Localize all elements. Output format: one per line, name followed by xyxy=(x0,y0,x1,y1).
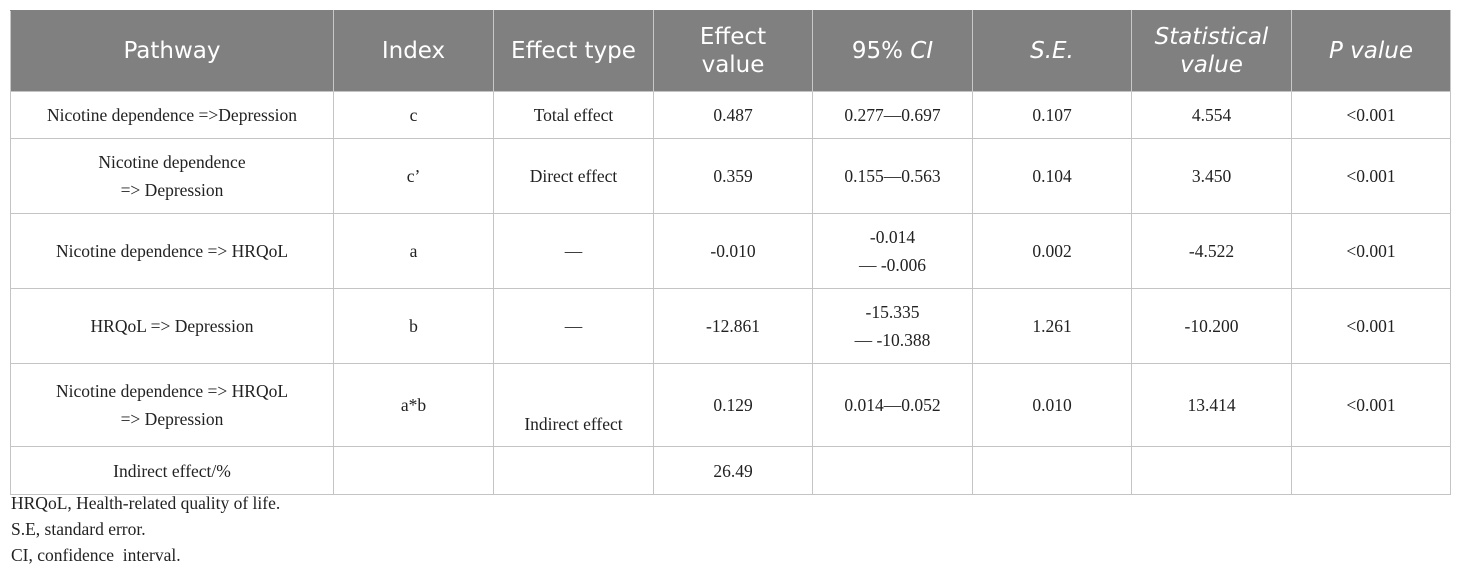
cell-p xyxy=(1291,446,1451,495)
header-effect-value-line1: Effect xyxy=(699,24,767,50)
cell-line: -0.014 xyxy=(869,227,916,247)
cell-index: a*b xyxy=(333,363,494,447)
cell-pathway: Nicotine dependence => Depression xyxy=(10,138,334,214)
cell-index: c’ xyxy=(333,138,494,214)
table-body: Nicotine dependence =>Depression c Total e… xyxy=(10,91,1451,495)
cell-stat: 3.450 xyxy=(1131,138,1292,214)
cell-stat: 4.554 xyxy=(1131,91,1292,139)
cell-stat: 13.414 xyxy=(1131,363,1292,447)
header-index: Index xyxy=(333,10,494,92)
header-se: S.E. xyxy=(972,10,1132,92)
cell-pathway: Nicotine dependence => HRQoL xyxy=(10,213,334,289)
table-footnotes: HRQoL, Health-related quality of life. S… xyxy=(11,490,280,568)
header-ci: 95% CI xyxy=(812,10,973,92)
cell-line: HRQoL => Depression xyxy=(90,316,254,336)
cell-line: Nicotine dependence =>Depression xyxy=(46,105,298,125)
cell-line: Nicotine dependence => HRQoL xyxy=(55,241,289,261)
header-stat-line2: value xyxy=(1180,52,1243,78)
header-effect-type: Effect type xyxy=(493,10,654,92)
cell-pathway: Indirect effect/% xyxy=(10,446,334,495)
header-effect-value-line2: value xyxy=(701,52,765,78)
cell-pathway: Nicotine dependence =>Depression xyxy=(10,91,334,139)
cell-p: <0.001 xyxy=(1291,363,1451,447)
cell-effect-type: — xyxy=(493,288,654,364)
cell-effect-value: 0.129 xyxy=(653,363,813,447)
table-row: Nicotine dependence =>Depression c Total e… xyxy=(10,91,1451,139)
cell-line: Nicotine dependence => HRQoL xyxy=(55,381,289,401)
table-row: Indirect effect/% 26.49 xyxy=(10,446,1451,495)
cell-effect-type: Direct effect xyxy=(493,138,654,214)
header-ci-italic: CI xyxy=(910,38,934,64)
footnote-hrqol: HRQoL, Health-related quality of life. xyxy=(11,493,281,513)
cell-se xyxy=(972,446,1132,495)
cell-se: 0.010 xyxy=(972,363,1132,447)
cell-pathway: Nicotine dependence => HRQoL => Depressio… xyxy=(10,363,334,447)
cell-line: 0.155—0.563 xyxy=(844,166,941,186)
cell-index: c xyxy=(333,91,494,139)
cell-line: Indirect effect/% xyxy=(113,460,231,481)
header-statistical-value: Statistical value xyxy=(1131,10,1292,92)
header-ci-prefix: 95% xyxy=(851,38,911,64)
table-row: Nicotine dependence => Depression c’ Direct… xyxy=(10,138,1451,214)
cell-se: 0.104 xyxy=(972,138,1132,214)
cell-effect-type: — xyxy=(493,213,654,289)
cell-ci: -15.335 — -10.388 xyxy=(812,288,973,364)
cell-effect-value: -12.861 xyxy=(653,288,813,364)
footnote-ci: CI, confidence interval. xyxy=(11,545,181,565)
cell-index: b xyxy=(333,288,494,364)
mediation-results-table: Pathway Index Effect type Effect value 9… xyxy=(10,10,1451,495)
table-row: Nicotine dependence => HRQoL a — -0.010 -0.0… xyxy=(10,213,1451,289)
cell-p: <0.001 xyxy=(1291,138,1451,214)
cell-line: -15.335 xyxy=(865,302,920,322)
cell-index xyxy=(333,446,494,495)
cell-line: Nicotine dependence xyxy=(98,152,246,172)
cell-index: a xyxy=(333,213,494,289)
cell-ci: 0.014—0.052 xyxy=(812,363,973,447)
cell-line: 0.277—0.697 xyxy=(844,105,941,125)
cell-p: <0.001 xyxy=(1291,91,1451,139)
table-row: Nicotine dependence => HRQoL => Depressio… xyxy=(10,363,1451,447)
cell-effect-value: -0.010 xyxy=(653,213,813,289)
cell-effect-value: 0.487 xyxy=(653,91,813,139)
cell-ci: -0.014 — -0.006 xyxy=(812,213,973,289)
cell-pathway: HRQoL => Depression xyxy=(10,288,334,364)
cell-stat: -10.200 xyxy=(1131,288,1292,364)
cell-se: 1.261 xyxy=(972,288,1132,364)
cell-ci xyxy=(812,446,973,495)
cell-effect-type xyxy=(493,446,654,495)
cell-line: => Depression xyxy=(120,409,224,429)
cell-line: 0.014—0.052 xyxy=(844,395,941,415)
cell-ci: 0.277—0.697 xyxy=(812,91,973,139)
cell-se: 0.002 xyxy=(972,213,1132,289)
cell-line: — -0.006 xyxy=(858,255,927,275)
cell-line: — -10.388 xyxy=(854,330,931,350)
cell-line: => Depression xyxy=(120,180,224,200)
cell-effect-value: 0.359 xyxy=(653,138,813,214)
cell-p: <0.001 xyxy=(1291,213,1451,289)
header-effect-value: Effect value xyxy=(653,10,813,92)
header-p-value: P value xyxy=(1291,10,1451,92)
table-row: HRQoL => Depression b — -12.861 -15.335 — -10… xyxy=(10,288,1451,364)
cell-p: <0.001 xyxy=(1291,288,1451,364)
header-stat-line1: Statistical xyxy=(1154,24,1269,50)
cell-stat xyxy=(1131,446,1292,495)
header-pathway: Pathway xyxy=(10,10,334,92)
header-row: Pathway Index Effect type Effect value 9… xyxy=(10,10,1451,92)
cell-effect-type: Indirect effect xyxy=(493,363,654,447)
cell-effect-type: Total effect xyxy=(493,91,654,139)
cell-se: 0.107 xyxy=(972,91,1132,139)
footnote-se: S.E, standard error. xyxy=(11,519,146,539)
cell-ci: 0.155—0.563 xyxy=(812,138,973,214)
cell-stat: -4.522 xyxy=(1131,213,1292,289)
cell-effect-value: 26.49 xyxy=(653,446,813,495)
